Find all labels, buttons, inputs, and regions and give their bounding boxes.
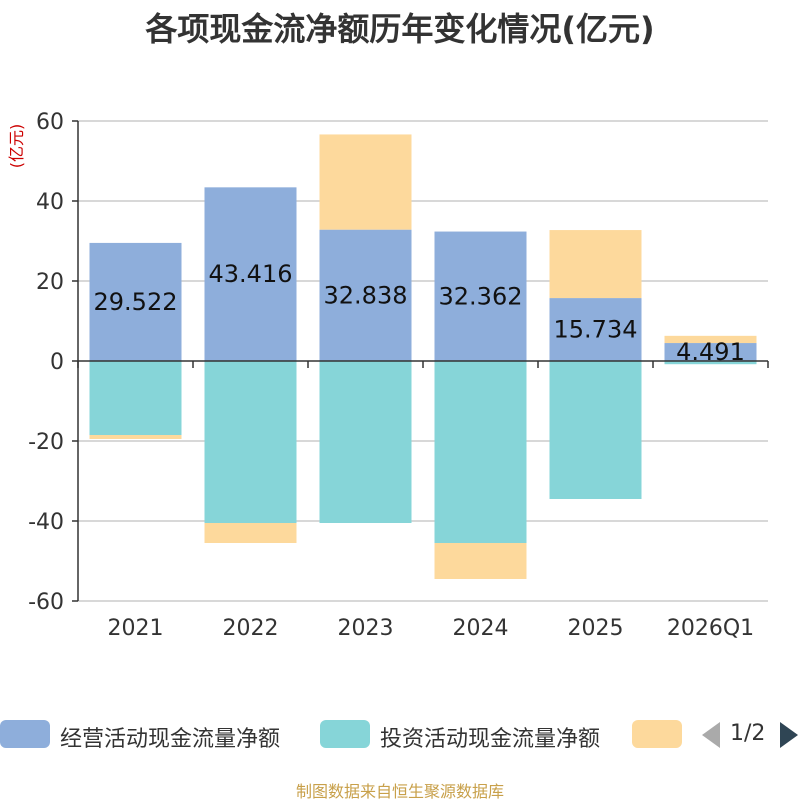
x-tick-label: 2024 xyxy=(453,616,509,641)
legend-pager: 1/2 xyxy=(700,718,800,750)
source-note: 制图数据来自恒生聚源数据库 xyxy=(0,778,800,802)
x-tick-label: 2023 xyxy=(338,616,394,641)
x-tick-label: 2021 xyxy=(108,616,164,641)
legend-page-indicator: 1/2 xyxy=(730,721,765,746)
triangle-right-icon[interactable] xyxy=(780,722,798,748)
bar-2021-series-1 xyxy=(90,361,182,435)
y-tick-label: 60 xyxy=(36,110,64,135)
bar-2023-series-1 xyxy=(320,361,412,523)
bar-2024-series-1 xyxy=(435,361,527,543)
bar-2022-series-2 xyxy=(205,523,297,543)
y-axis-unit-label: (亿元) xyxy=(7,124,26,169)
y-tick-label: 40 xyxy=(36,190,64,215)
y-tick-label: 0 xyxy=(50,350,64,375)
y-tick-label: 20 xyxy=(36,270,64,295)
data-label-2025: 15.734 xyxy=(554,316,638,344)
bar-2022-series-1 xyxy=(205,361,297,523)
bar-2025-series-2 xyxy=(550,230,642,298)
data-label-2026Q1: 4.491 xyxy=(676,338,745,366)
legend: 经营活动现金流量净额 投资活动现金流量净额 1/2 xyxy=(0,712,800,756)
legend-swatch-operating xyxy=(0,720,50,748)
y-tick-label: -60 xyxy=(28,590,64,615)
data-label-2023: 32.838 xyxy=(324,281,408,309)
legend-label-investing: 投资活动现金流量净额 xyxy=(380,721,600,753)
bar-2025-series-1 xyxy=(550,361,642,499)
legend-swatch-financing xyxy=(632,720,682,748)
bar-2021-series-2 xyxy=(90,435,182,439)
legend-label-operating: 经营活动现金流量净额 xyxy=(60,721,280,753)
y-tick-label: -20 xyxy=(28,430,64,455)
x-tick-label: 2022 xyxy=(223,616,279,641)
bar-2024-series-2 xyxy=(435,543,527,579)
data-label-2022: 43.416 xyxy=(209,260,293,288)
data-label-2024: 32.362 xyxy=(439,282,523,310)
chart-plot: 60 40 20 0 -20 -40 -60 (亿元) 2021 2022 2023 2024 2025… xyxy=(0,0,800,700)
y-tick-label: -40 xyxy=(28,510,64,535)
x-tick-label: 2025 xyxy=(568,616,624,641)
data-labels: 29.522 43.416 32.838 32.362 15.734 4.491 xyxy=(94,260,745,366)
x-tick-label: 2026Q1 xyxy=(667,616,754,641)
legend-swatch-investing xyxy=(320,720,370,748)
data-label-2021: 29.522 xyxy=(94,288,178,316)
bar-2023-series-2 xyxy=(320,134,412,229)
triangle-left-icon[interactable] xyxy=(702,722,720,748)
